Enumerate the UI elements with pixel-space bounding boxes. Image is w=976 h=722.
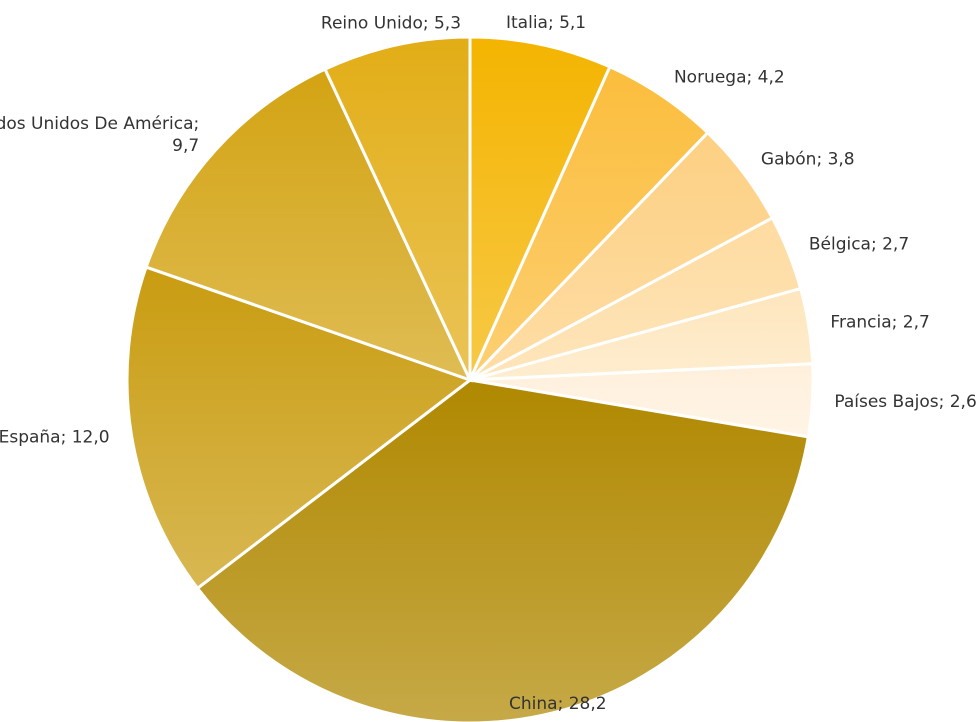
pie-slice: Italia: [468, 35, 612, 381]
data-label: Países Bajos; 2,6: [834, 392, 976, 412]
data-label: Gabón; 3,8: [761, 150, 855, 170]
pie-slice: Estados Unidos De América: [144, 67, 473, 383]
pie-slice: España: [125, 265, 474, 591]
data-label: China; 28,2: [509, 694, 607, 714]
data-label: Bélgica; 2,7: [809, 234, 909, 254]
data-label: Italia; 5,1: [506, 13, 586, 33]
data-label: Noruega; 4,2: [674, 67, 785, 87]
data-label: Estados Unidos De América;9,7: [0, 114, 199, 156]
pie-slice: China: [195, 378, 810, 722]
pie-slice: Reino Unido: [323, 35, 472, 381]
data-label: Francia; 2,7: [830, 312, 929, 332]
data-label: Reino Unido; 5,3: [321, 14, 461, 34]
data-label: España; 12,0: [0, 428, 110, 448]
